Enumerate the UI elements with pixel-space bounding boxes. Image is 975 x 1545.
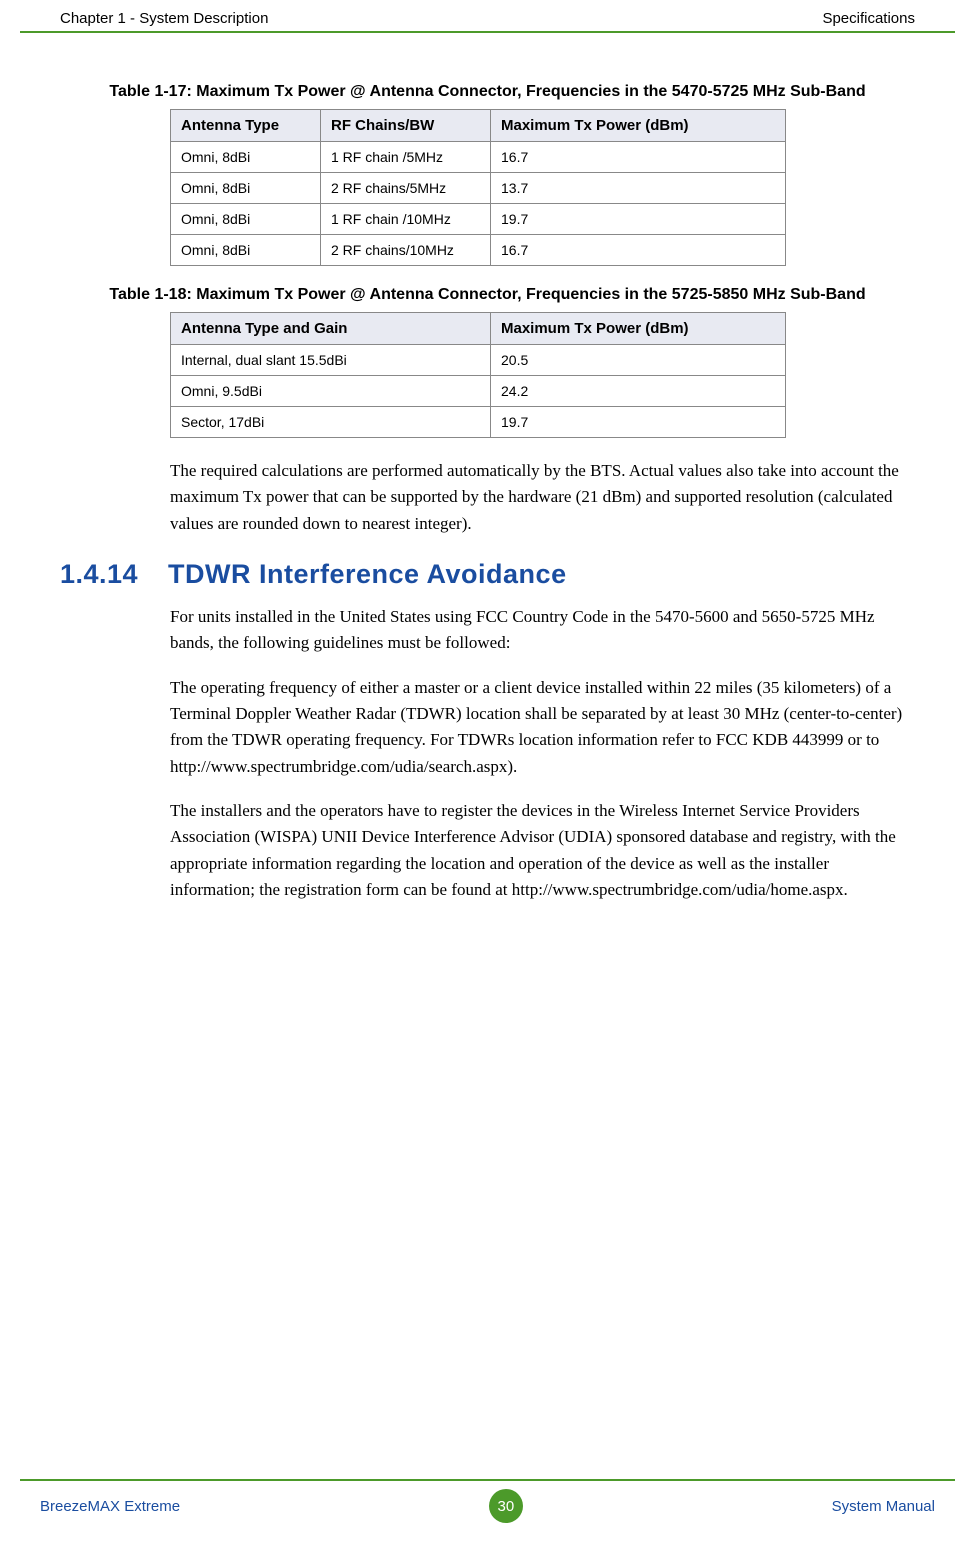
table2-col0: Antenna Type and Gain bbox=[171, 313, 491, 345]
footer-right: System Manual bbox=[832, 1498, 935, 1515]
table-cell: 13.7 bbox=[491, 173, 786, 204]
section-title: TDWR Interference Avoidance bbox=[168, 559, 567, 589]
table-row: Omni, 8dBi 2 RF chains/10MHz 16.7 bbox=[171, 235, 786, 266]
table-row: Internal, dual slant 15.5dBi 20.5 bbox=[171, 345, 786, 376]
table-cell: 1 RF chain /5MHz bbox=[321, 142, 491, 173]
table-cell: 19.7 bbox=[491, 204, 786, 235]
table-cell: Sector, 17dBi bbox=[171, 407, 491, 438]
section-heading: 1.4.14TDWR Interference Avoidance bbox=[60, 559, 915, 590]
page-number-badge: 30 bbox=[489, 1489, 523, 1523]
table-cell: Omni, 9.5dBi bbox=[171, 376, 491, 407]
header-right: Specifications bbox=[822, 10, 915, 27]
table1-col1: RF Chains/BW bbox=[321, 110, 491, 142]
table2-col1: Maximum Tx Power (dBm) bbox=[491, 313, 786, 345]
page-header: Chapter 1 - System Description Specifica… bbox=[20, 0, 955, 33]
table-cell: 16.7 bbox=[491, 142, 786, 173]
paragraph-4: The installers and the operators have to… bbox=[170, 798, 915, 903]
header-left: Chapter 1 - System Description bbox=[60, 10, 268, 27]
table2: Antenna Type and Gain Maximum Tx Power (… bbox=[170, 312, 786, 438]
table-cell: 24.2 bbox=[491, 376, 786, 407]
table-header-row: Antenna Type RF Chains/BW Maximum Tx Pow… bbox=[171, 110, 786, 142]
table-row: Omni, 8dBi 1 RF chain /5MHz 16.7 bbox=[171, 142, 786, 173]
table2-caption: Table 1-18: Maximum Tx Power @ Antenna C… bbox=[108, 286, 868, 304]
footer-left: BreezeMAX Extreme bbox=[40, 1498, 180, 1515]
paragraph-2: For units installed in the United States… bbox=[170, 604, 915, 657]
table-cell: Omni, 8dBi bbox=[171, 235, 321, 266]
table-row: Omni, 9.5dBi 24.2 bbox=[171, 376, 786, 407]
table-cell: Omni, 8dBi bbox=[171, 173, 321, 204]
paragraph-1: The required calculations are performed … bbox=[170, 458, 915, 537]
table-cell: 20.5 bbox=[491, 345, 786, 376]
table1-col0: Antenna Type bbox=[171, 110, 321, 142]
table1: Antenna Type RF Chains/BW Maximum Tx Pow… bbox=[170, 109, 786, 266]
table-row: Omni, 8dBi 2 RF chains/5MHz 13.7 bbox=[171, 173, 786, 204]
table-cell: Omni, 8dBi bbox=[171, 142, 321, 173]
table-cell: 19.7 bbox=[491, 407, 786, 438]
table-cell: 2 RF chains/5MHz bbox=[321, 173, 491, 204]
table1-caption: Table 1-17: Maximum Tx Power @ Antenna C… bbox=[108, 83, 868, 101]
table-cell: Internal, dual slant 15.5dBi bbox=[171, 345, 491, 376]
page-footer: BreezeMAX Extreme 30 System Manual bbox=[20, 1479, 955, 1523]
paragraph-3: The operating frequency of either a mast… bbox=[170, 675, 915, 780]
table-row: Omni, 8dBi 1 RF chain /10MHz 19.7 bbox=[171, 204, 786, 235]
table-cell: 16.7 bbox=[491, 235, 786, 266]
section-number: 1.4.14 bbox=[60, 559, 168, 590]
table-header-row: Antenna Type and Gain Maximum Tx Power (… bbox=[171, 313, 786, 345]
table1-col2: Maximum Tx Power (dBm) bbox=[491, 110, 786, 142]
table-cell: 2 RF chains/10MHz bbox=[321, 235, 491, 266]
table-cell: Omni, 8dBi bbox=[171, 204, 321, 235]
page-content: Table 1-17: Maximum Tx Power @ Antenna C… bbox=[0, 33, 975, 903]
table-cell: 1 RF chain /10MHz bbox=[321, 204, 491, 235]
table-row: Sector, 17dBi 19.7 bbox=[171, 407, 786, 438]
